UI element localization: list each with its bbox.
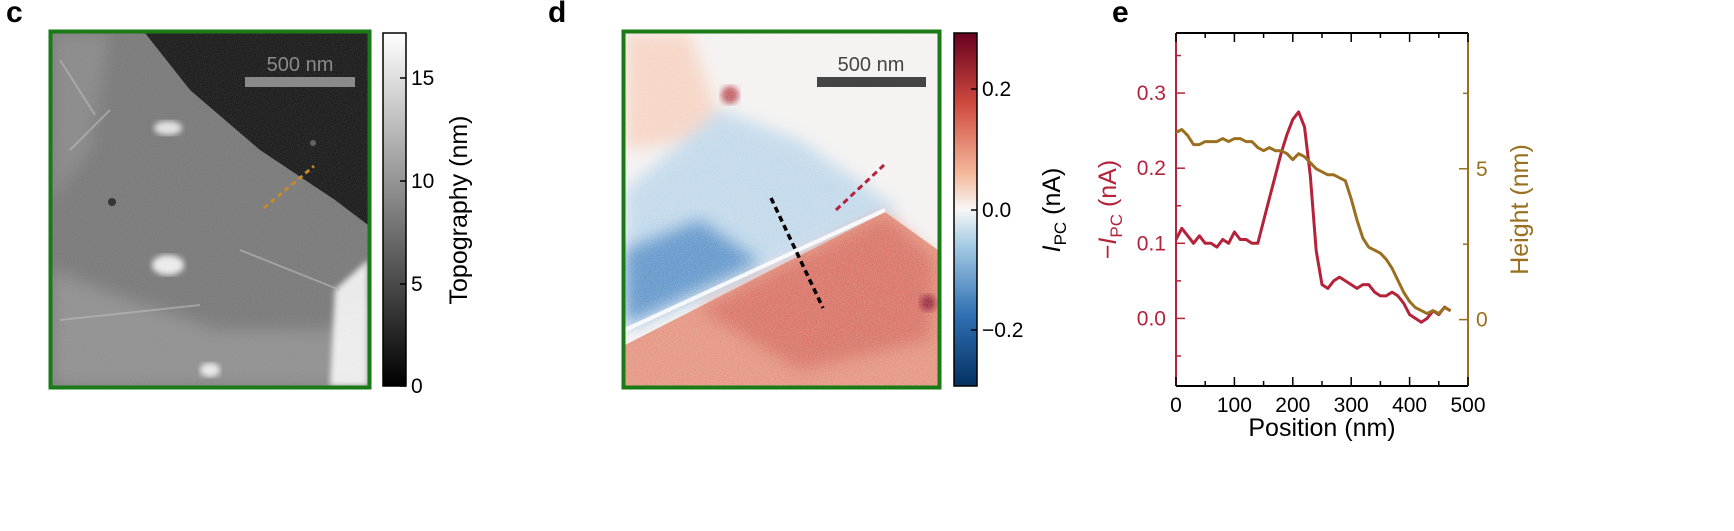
right-y-axis-label: Height (nm) [1506, 144, 1534, 275]
x-tick-label: 0 [1170, 394, 1182, 417]
photocurrent-cut-line-black [769, 197, 825, 309]
scale-bar-label-c: 500 nm [267, 54, 334, 76]
left-y-axis-label: −IPC (nA) [1094, 160, 1126, 259]
left-y-tick-label: 0.0 [1137, 307, 1166, 330]
topography-colorbar [382, 32, 407, 387]
height-cut-line [263, 164, 315, 210]
right-y-tick-label: 5 [1476, 158, 1488, 181]
colorbar-d-tick-neg: −0.2 [982, 319, 1023, 342]
scale-bar-c [245, 77, 355, 87]
colorbar-c-tick-0: 0 [411, 375, 423, 398]
panel-letter-c: c [6, 0, 23, 29]
topography-colorbar-ticks [400, 77, 406, 387]
profile-chart: 0 100 200 300 400 500 0.0 0.1 0.2 0.3 0 5 Position (… [1094, 32, 1534, 442]
photocurrent-cut-line-red [834, 163, 886, 212]
x-tick-label: 300 [1334, 394, 1369, 417]
photocurrent-frame [621, 29, 942, 390]
photocurrent-colorbar-ticks [971, 88, 977, 331]
panel-letter-e: e [1112, 0, 1129, 29]
colorbar-d-tick-zero: 0.0 [982, 199, 1011, 222]
topography-frame [48, 29, 372, 390]
colorbar-d-tick-pos: 0.2 [982, 78, 1011, 101]
colorbar-c-tick-10: 10 [411, 170, 434, 193]
left-y-tick-label: 0.1 [1137, 232, 1166, 255]
photocurrent-image [625, 33, 938, 386]
colorbar-c-tick-15: 15 [411, 67, 434, 90]
photocurrent-profile-line [1174, 110, 1452, 324]
x-tick-label: 400 [1392, 394, 1427, 417]
right-y-tick-label: 0 [1476, 309, 1488, 332]
colorbar-c-label: Topography (nm) [445, 116, 473, 305]
x-tick-label: 100 [1217, 394, 1252, 417]
left-y-tick-label: 0.3 [1137, 82, 1166, 105]
height-profile-line [1175, 128, 1452, 316]
scale-bar-d [817, 77, 926, 87]
colorbar-c-tick-5: 5 [411, 273, 423, 296]
x-tick-label: 500 [1450, 394, 1485, 417]
x-tick-label: 200 [1275, 394, 1310, 417]
x-axis-label: Position (nm) [1248, 414, 1395, 442]
panel-letter-d: d [548, 0, 567, 29]
left-y-tick-label: 0.2 [1137, 157, 1166, 180]
colorbar-d-label: IPC (nA) [1038, 168, 1070, 253]
scale-bar-label-d: 500 nm [838, 54, 905, 76]
